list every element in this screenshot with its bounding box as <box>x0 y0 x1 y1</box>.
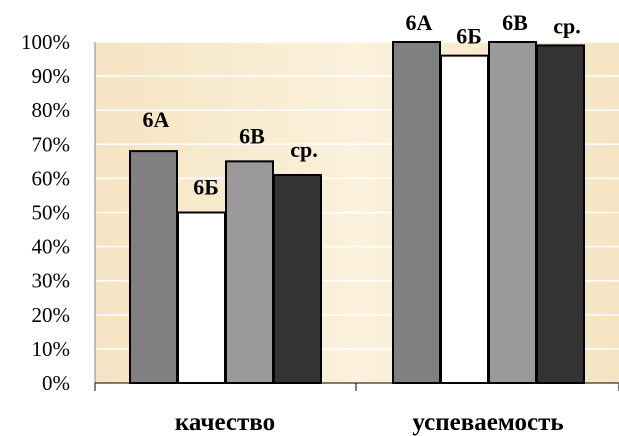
y-tick-label: 60% <box>32 166 71 190</box>
data-labels: 6А 6Б 6В ср. 6А 6Б 6В ср. <box>143 10 581 200</box>
bars <box>129 41 585 384</box>
bar-1-quality <box>129 150 178 384</box>
y-tick-label: 20% <box>32 303 71 327</box>
bar-4-performance <box>536 44 585 384</box>
x-category-label: качество <box>175 409 275 436</box>
bar-3-quality <box>225 160 274 384</box>
bar-data-label: ср. <box>290 137 318 162</box>
bar-data-label: 6А <box>143 107 170 132</box>
y-tick-label: 30% <box>32 269 71 293</box>
y-tick-label: 100% <box>21 30 70 54</box>
y-tick-label: 70% <box>32 132 71 156</box>
axes <box>94 42 619 391</box>
bar-1-performance <box>392 41 441 384</box>
bar-data-label: 6Б <box>193 175 219 200</box>
bar-4-quality <box>273 173 322 384</box>
bar-data-label: ср. <box>553 13 581 38</box>
bar-data-label: 6А <box>406 10 433 35</box>
y-tick-label: 0% <box>42 371 70 395</box>
y-tick-label: 50% <box>32 201 71 225</box>
bar-3-performance <box>488 41 537 384</box>
bar-2-performance <box>440 54 489 384</box>
bar-data-label: 6В <box>239 123 265 148</box>
y-tick-label: 10% <box>32 337 71 361</box>
y-tick-label: 80% <box>32 98 71 122</box>
y-tick-label: 90% <box>32 64 71 88</box>
y-axis-ticks: 0% 10% 20% 30% 40% 50% 60% 70% 80% 90% 100% <box>21 30 70 395</box>
x-category-label: успеваемость <box>412 409 563 436</box>
bar-data-label: 6Б <box>456 24 482 49</box>
bar-2-quality <box>177 211 226 384</box>
x-axis-categories: качество успеваемость <box>175 409 564 436</box>
bar-data-label: 6В <box>502 10 528 35</box>
y-tick-label: 40% <box>32 235 71 259</box>
